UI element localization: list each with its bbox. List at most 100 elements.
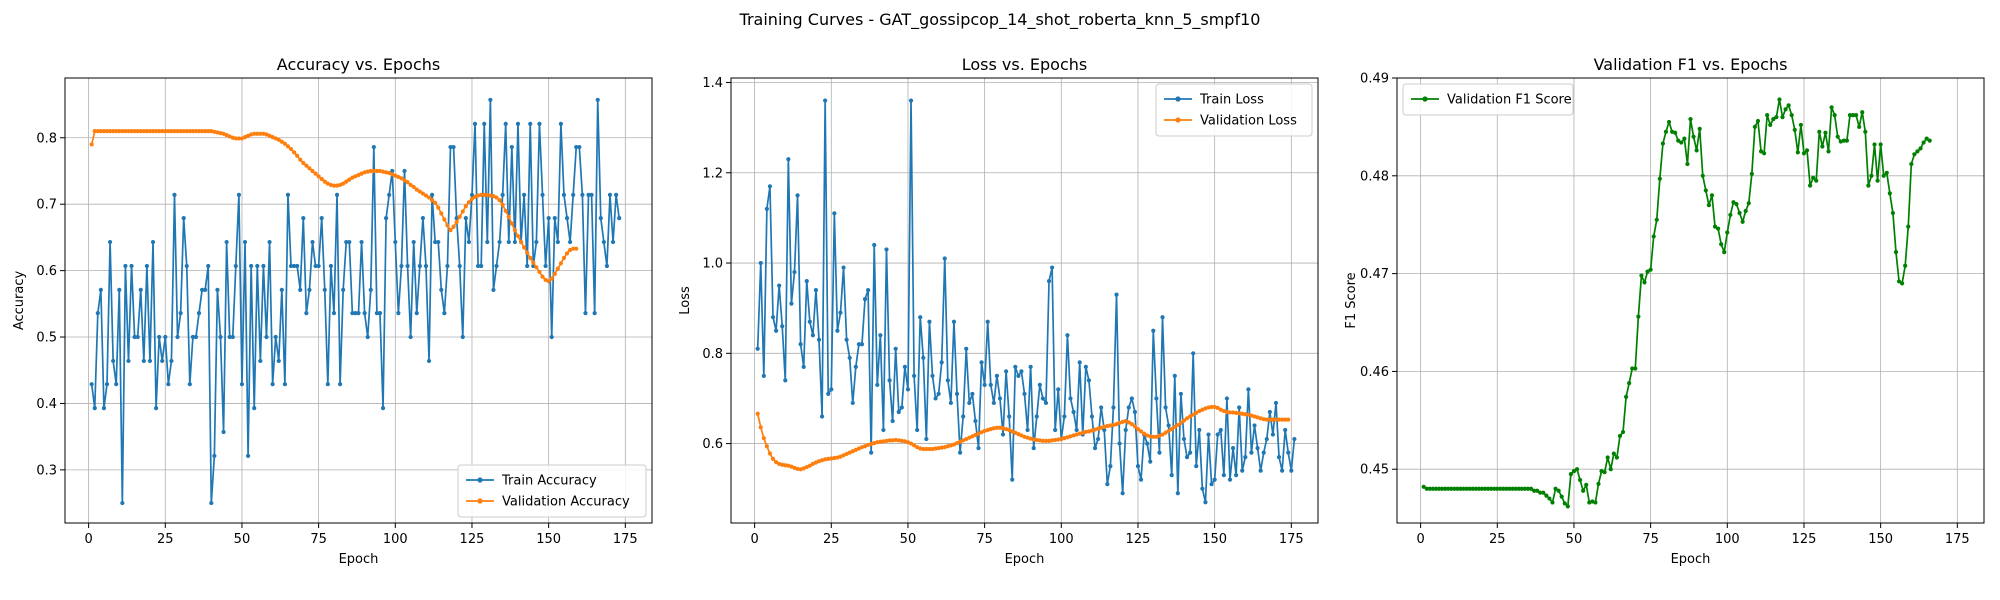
data-point (1731, 200, 1736, 205)
data-point (604, 263, 610, 269)
y-tick-label: 0.45 (1360, 463, 1389, 478)
data-point (875, 440, 880, 445)
data-point (126, 129, 131, 134)
data-point (175, 129, 180, 134)
series-line-1 (756, 99, 1296, 504)
data-point (1215, 432, 1220, 437)
data-point (540, 192, 545, 197)
data-point (574, 144, 579, 150)
data-point (387, 192, 392, 197)
data-point (292, 150, 297, 155)
data-point (479, 192, 484, 197)
data-point (1246, 387, 1251, 392)
data-point (196, 129, 202, 134)
data-point (758, 260, 763, 266)
data-point (994, 425, 1000, 430)
data-point (270, 382, 275, 387)
data-point (1188, 414, 1193, 419)
data-point (1191, 351, 1196, 356)
data-point (1568, 472, 1573, 477)
data-point (494, 263, 499, 269)
y-tick-label: 0.4 (36, 397, 57, 412)
data-point (1188, 450, 1193, 455)
data-point (95, 129, 100, 134)
data-point (555, 266, 560, 271)
data-point (169, 129, 174, 134)
axes-frame (730, 77, 1319, 524)
data-point (617, 216, 622, 221)
data-point (1031, 445, 1036, 451)
data-point (1501, 486, 1506, 491)
data-point (1194, 410, 1199, 415)
data-point (353, 311, 358, 316)
data-point (190, 334, 195, 340)
data-point (1666, 119, 1672, 125)
data-point (1544, 493, 1549, 498)
data-point (417, 189, 422, 194)
data-point (515, 121, 521, 126)
data-point (1464, 486, 1469, 491)
x-axis-label: Epoch (1005, 552, 1045, 567)
data-point (1280, 417, 1285, 422)
data-point (1795, 150, 1800, 155)
data-point (1446, 486, 1451, 491)
data-point (1151, 328, 1156, 333)
legend-label: Train Accuracy (501, 474, 597, 489)
data-point (770, 456, 776, 462)
data-point (795, 193, 800, 198)
data-point (98, 287, 103, 292)
legend-box (1155, 83, 1313, 137)
data-point (1117, 441, 1122, 446)
data-point (150, 239, 156, 245)
data-point (1679, 140, 1684, 145)
data-point (1627, 381, 1632, 386)
data-point (218, 334, 223, 340)
data-point (982, 382, 987, 387)
data-point (869, 450, 874, 455)
data-point (117, 287, 122, 292)
data-point (138, 287, 143, 292)
data-point (175, 334, 180, 340)
data-point (1276, 417, 1282, 422)
data-point (187, 129, 192, 134)
data-point (1927, 138, 1932, 143)
data-point (215, 287, 220, 292)
data-point (758, 425, 763, 430)
data-point (1596, 481, 1601, 486)
data-point (267, 239, 272, 245)
data-point (338, 382, 343, 387)
data-point (1120, 491, 1125, 496)
x-tick-label: 25 (1489, 532, 1506, 547)
data-point (230, 334, 235, 340)
data-point (853, 364, 858, 369)
data-point (111, 129, 116, 134)
data-point (107, 239, 113, 245)
x-tick-label: 175 (1945, 532, 1970, 547)
data-point (829, 387, 834, 392)
data-point (368, 168, 373, 174)
data-point (951, 319, 957, 324)
data-point (160, 358, 165, 364)
data-point (445, 223, 450, 228)
data-point (1449, 486, 1454, 491)
data-point (1436, 486, 1442, 491)
data-point (826, 391, 831, 397)
data-point (344, 179, 349, 184)
data-point (1261, 450, 1266, 455)
data-point (503, 208, 508, 213)
data-point (451, 144, 456, 150)
data-point (1184, 455, 1190, 460)
data-point (777, 283, 782, 288)
data-point (1111, 405, 1116, 410)
data-point (1648, 267, 1653, 272)
data-point (1762, 151, 1767, 156)
data-point (1593, 500, 1598, 505)
data-point (393, 239, 398, 245)
data-point (1151, 434, 1156, 439)
data-point (1074, 427, 1079, 433)
data-point (1240, 468, 1245, 473)
data-point (104, 382, 110, 387)
data-point (1531, 488, 1537, 493)
data-point (203, 287, 208, 292)
data-point (163, 334, 168, 340)
